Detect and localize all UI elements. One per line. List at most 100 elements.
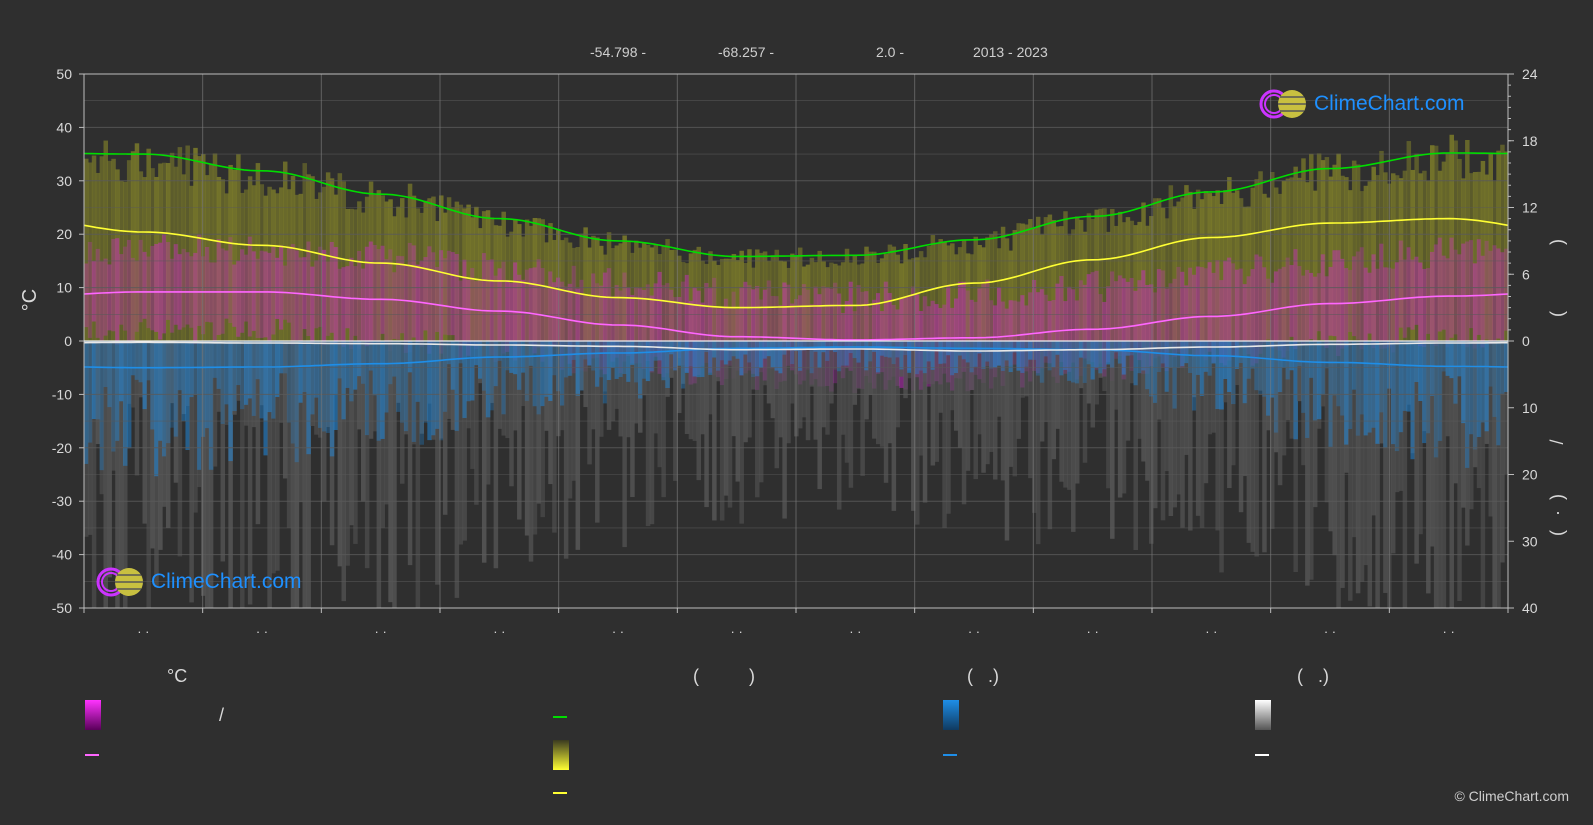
rain-day-bar (634, 341, 639, 383)
brand-logo-top[interactable]: ClimeChart.com (1258, 88, 1465, 120)
sunshine-day-bar (895, 254, 900, 341)
precip-day-bar (1141, 341, 1146, 462)
precip-day-bar (1394, 341, 1400, 493)
temp-range-day-bar (626, 287, 631, 356)
precip-day-bar (439, 341, 444, 439)
rain-day-bar (87, 341, 93, 443)
precip-day-bar (653, 341, 659, 434)
temp-range-day-bar (1137, 280, 1142, 361)
precip-day-bar (1355, 341, 1361, 594)
precip-day-bar (692, 341, 698, 441)
precip-day-bar (1472, 341, 1478, 468)
precip-day-bar (1180, 341, 1185, 528)
precip-day-bar (489, 341, 495, 403)
temp-range-day-bar (489, 259, 495, 356)
temp-range-day-bar (559, 281, 565, 370)
precip-day-bar (1328, 341, 1334, 532)
brand-logo-bottom[interactable]: ClimeChart.com (95, 566, 302, 598)
temp-range-day-bar (493, 275, 499, 363)
rain-day-bar (1305, 341, 1310, 438)
rain-day-bar (403, 341, 409, 432)
precip-day-bar (1476, 341, 1482, 489)
sunshine-day-bar (1106, 231, 1111, 341)
temp-range-day-bar (87, 241, 93, 338)
sunshine-day-bar (462, 208, 467, 341)
temp-range-day-bar (384, 259, 389, 343)
rain-day-bar (240, 341, 245, 410)
temp-range-day-bar (723, 298, 729, 380)
rain-day-bar (844, 341, 850, 366)
rain-day-bar (723, 341, 729, 365)
precip-day-bar (1414, 341, 1419, 564)
precip-day-bar (1059, 341, 1064, 482)
sunshine-day-bar (212, 153, 218, 341)
rain-day-bar (583, 341, 588, 360)
sunshine-day-bar (1422, 170, 1427, 341)
rain-day-bar (610, 341, 616, 368)
precip-day-bar (1152, 341, 1158, 509)
sunshine-day-bar (957, 247, 963, 341)
precip-day-bar (946, 341, 951, 514)
rain-day-bar (286, 341, 292, 423)
sunshine-day-bar (637, 247, 643, 341)
precip-day-bar (665, 341, 670, 397)
rain-day-bar (431, 341, 436, 436)
temp-range-day-bar (548, 271, 553, 368)
legend-head-rain: ( .) (967, 666, 999, 686)
precip-day-bar (286, 341, 292, 528)
temp-range-day-bar (130, 257, 136, 341)
rain-day-bar (864, 341, 869, 371)
sunshine-day-bar (1371, 166, 1376, 341)
temp-range-day-bar (216, 239, 222, 335)
rain-day-bar (528, 341, 534, 366)
rain-day-bar (220, 341, 226, 424)
precip-day-bar (259, 341, 265, 406)
rain-day-bar (930, 341, 936, 370)
precip-day-bar (1203, 341, 1209, 484)
sunshine-day-bar (1383, 172, 1388, 341)
temp-range-day-bar (462, 259, 467, 345)
precip-day-bar (470, 341, 475, 469)
rain-day-bar (1227, 341, 1232, 392)
precip-day-bar (821, 341, 826, 428)
precip-day-bar (614, 341, 620, 409)
precip-day-bar (1133, 341, 1138, 551)
rain-day-bar (989, 341, 994, 369)
precip-day-bar (1242, 341, 1248, 477)
sunshine-day-bar (719, 258, 725, 341)
sunshine-day-bar (1078, 219, 1084, 341)
sunshine-day-bar (298, 193, 304, 341)
precip-day-bar (1000, 341, 1006, 481)
sunshine-day-bar (1110, 208, 1115, 341)
temp-range-day-bar (1141, 270, 1146, 374)
sunshine-day-bar (692, 249, 698, 341)
precip-day-bar (220, 341, 226, 562)
rain-day-bar (790, 341, 795, 365)
copyright-text[interactable]: © ClimeChart.com (1454, 788, 1569, 804)
rain-day-bar (1461, 341, 1466, 424)
precip-day-bar (922, 341, 928, 503)
sunshine-day-bar (751, 267, 756, 341)
temp-range-day-bar (758, 299, 764, 373)
sunshine-day-bar (1176, 201, 1181, 341)
temp-range-day-bar (1281, 266, 1287, 358)
temp-range-day-bar (677, 297, 682, 359)
temp-range-day-bar (887, 292, 893, 381)
precip-day-bar (840, 341, 846, 435)
rain-day-bar (1445, 341, 1451, 376)
rain-day-bar (1457, 341, 1462, 377)
rain-day-bar (1316, 341, 1322, 420)
rain-day-bar (1324, 341, 1330, 369)
sunshine-day-bar (1004, 238, 1010, 341)
precip-day-bar (1371, 341, 1376, 516)
left-tick-label: -10 (52, 386, 72, 402)
temp-range-day-bar (485, 259, 491, 342)
temp-range-day-bar (1320, 254, 1326, 340)
temp-range-day-bar (1433, 244, 1439, 347)
precip-day-bar (938, 341, 943, 413)
sunshine-day-bar (614, 245, 620, 341)
temp-range-day-bar (1262, 267, 1267, 344)
temp-range-day-bar (1051, 299, 1057, 377)
sunshine-day-bar (774, 249, 780, 341)
temp-range-day-bar (1164, 288, 1170, 372)
